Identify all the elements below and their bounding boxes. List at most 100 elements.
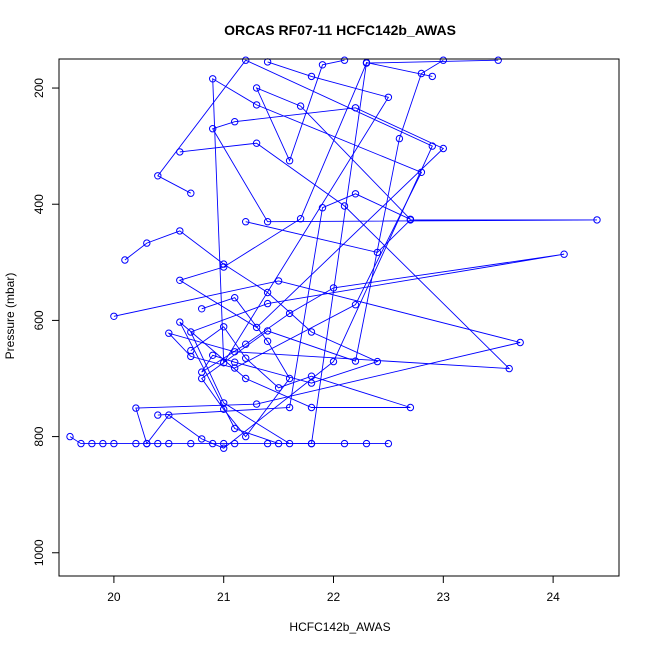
series-line	[157, 59, 411, 416]
series-line	[113, 59, 521, 449]
series-layer	[66, 56, 601, 452]
data-point	[296, 102, 305, 110]
data-point	[329, 357, 338, 366]
data-point	[373, 357, 382, 366]
series-line	[178, 59, 598, 328]
data-point	[439, 144, 447, 153]
data-point	[154, 172, 162, 180]
data-point	[165, 329, 173, 337]
data-point	[242, 218, 250, 226]
data-point	[340, 202, 349, 210]
y-tick-label: 600	[32, 310, 46, 330]
x-tick-label: 22	[327, 590, 341, 604]
data-point	[439, 56, 447, 64]
data-point	[351, 190, 360, 198]
data-point	[252, 323, 261, 332]
data-point	[121, 256, 129, 264]
data-point	[516, 338, 524, 347]
data-point	[143, 239, 151, 247]
data-point	[110, 312, 118, 320]
data-point	[274, 439, 283, 448]
data-point	[406, 403, 415, 412]
data-point	[318, 204, 327, 212]
data-point	[274, 384, 283, 392]
data-point	[198, 305, 206, 313]
data-point	[154, 411, 162, 419]
data-point	[209, 439, 217, 448]
data-point	[307, 372, 316, 380]
data-point	[99, 439, 107, 448]
data-point	[220, 263, 228, 271]
data-point	[263, 327, 272, 335]
data-point	[318, 61, 327, 69]
data-point	[351, 104, 360, 112]
data-point	[187, 352, 195, 361]
data-point	[242, 56, 250, 64]
data-point	[384, 93, 393, 102]
data-point	[285, 374, 294, 383]
x-axis: 20 21 22 23 24	[107, 575, 560, 604]
y-axis: 200 400 600 800 1000	[32, 78, 60, 566]
data-point	[176, 148, 184, 156]
data-point	[231, 424, 239, 433]
chart-title: ORCAS RF07-11 HCFC142b_AWAS	[224, 22, 456, 38]
y-tick-label: 800	[32, 426, 46, 446]
data-point	[307, 439, 316, 448]
x-tick-label: 24	[546, 590, 560, 604]
data-point	[220, 323, 228, 331]
data-point	[231, 294, 239, 302]
x-tick-label: 20	[107, 590, 121, 604]
data-point	[252, 400, 261, 408]
data-point	[351, 357, 360, 365]
data-point	[143, 439, 151, 448]
series-line	[167, 61, 511, 370]
data-point	[231, 358, 239, 366]
data-point	[274, 277, 283, 285]
data-point	[384, 439, 393, 448]
y-tick-label: 400	[32, 194, 46, 214]
data-point	[340, 56, 349, 64]
data-point	[88, 439, 96, 448]
data-point	[252, 101, 261, 109]
data-point	[285, 157, 294, 165]
data-point	[395, 134, 404, 143]
data-point	[231, 118, 239, 126]
data-point	[242, 432, 250, 441]
series-1	[66, 432, 393, 448]
series-5	[176, 56, 601, 332]
y-tick-label: 1000	[32, 539, 46, 566]
data-point	[417, 69, 426, 78]
data-point	[285, 403, 294, 412]
series-line	[201, 59, 444, 438]
data-point	[263, 218, 272, 226]
data-point	[494, 56, 502, 64]
data-point	[242, 374, 250, 383]
data-point	[132, 439, 140, 448]
data-point	[165, 439, 173, 448]
data-point	[132, 404, 140, 412]
data-point	[220, 444, 228, 452]
data-point	[428, 72, 436, 81]
series-2	[110, 56, 524, 452]
data-point	[231, 364, 239, 372]
data-point	[187, 328, 195, 336]
data-point	[220, 405, 228, 413]
y-tick-label: 200	[32, 78, 46, 98]
data-point	[351, 301, 360, 309]
y-axis-label: Pressure (mbar)	[3, 273, 17, 360]
series-8	[154, 56, 415, 419]
x-tick-label: 23	[437, 590, 451, 604]
data-point	[198, 374, 206, 383]
data-point	[263, 337, 272, 345]
data-point	[560, 250, 568, 258]
data-point	[263, 439, 272, 448]
data-point	[66, 432, 74, 441]
series-7	[198, 56, 447, 441]
data-point	[593, 216, 601, 224]
data-point	[340, 439, 349, 448]
data-point	[209, 125, 217, 133]
data-point	[505, 364, 513, 373]
data-point	[252, 139, 261, 147]
